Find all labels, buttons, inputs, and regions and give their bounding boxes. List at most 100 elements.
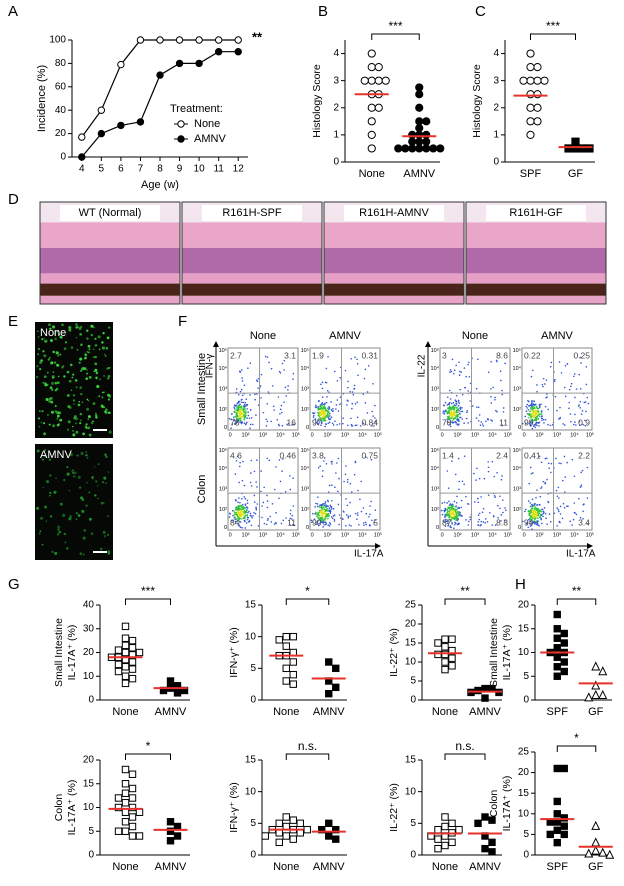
fluorescent-cell <box>47 358 50 361</box>
event-dot <box>474 501 476 503</box>
fluorescent-cell <box>36 375 39 379</box>
y-axis-label: IL-17A⁺ (%) <box>66 780 78 836</box>
event-dot <box>243 404 245 407</box>
event-dot <box>532 472 534 474</box>
fluorescent-cell <box>104 453 107 456</box>
quadrant-value: 0.46 <box>279 450 296 460</box>
data-point <box>415 83 424 92</box>
quadrant-value: 0.41 <box>524 450 541 460</box>
fluorescent-cell <box>96 485 99 487</box>
fluorescent-cell <box>44 455 46 458</box>
event-dot <box>318 514 320 517</box>
event-dot <box>547 423 549 426</box>
event-dot <box>534 513 537 516</box>
event-dot <box>350 417 352 420</box>
event-dot <box>320 383 322 386</box>
y-tick-label: 5 <box>88 826 94 837</box>
group-label: Small Intestine <box>53 618 65 687</box>
fluorescent-cell <box>86 329 89 332</box>
event-dot <box>362 393 365 395</box>
event-dot <box>252 423 254 426</box>
tissue-layer <box>466 295 606 304</box>
event-dot <box>530 518 533 521</box>
event-dot <box>328 484 331 487</box>
event-dot <box>328 408 330 410</box>
event-dot <box>457 399 460 402</box>
event-dot <box>556 495 559 498</box>
event-dot <box>451 523 453 525</box>
event-dot <box>530 509 532 511</box>
event-dot <box>243 515 246 518</box>
event-dot <box>560 462 562 465</box>
event-dot <box>452 406 454 409</box>
event-dot <box>539 503 541 506</box>
event-dot <box>241 377 243 379</box>
event-dot <box>530 507 533 510</box>
data-point <box>121 679 130 688</box>
fluorescent-cell <box>39 360 43 364</box>
fluorescent-cell <box>68 489 71 492</box>
event-dot <box>336 379 339 382</box>
fluorescent-cell <box>66 466 69 469</box>
data-point <box>553 663 561 671</box>
fluorescent-cell <box>101 481 105 484</box>
data-point <box>128 822 137 831</box>
event-dot <box>238 465 241 468</box>
event-dot <box>327 355 329 358</box>
event-dot <box>243 496 246 498</box>
event-dot <box>323 510 326 513</box>
event-dot <box>321 417 324 420</box>
event-dot <box>530 400 533 402</box>
event-dot <box>444 507 447 510</box>
significance-bracket <box>125 753 171 760</box>
fluorescent-cell <box>68 379 72 383</box>
event-dot <box>476 406 478 408</box>
event-dot <box>458 488 460 491</box>
event-dot <box>319 517 321 519</box>
event-dot <box>465 519 467 521</box>
axis-tick-label: 10² <box>242 532 250 538</box>
event-dot <box>244 497 247 500</box>
event-dot <box>235 507 237 509</box>
event-dot <box>457 513 460 515</box>
fluorescent-cell <box>72 399 76 402</box>
event-dot <box>324 504 326 506</box>
event-dot <box>452 408 455 411</box>
axis-tick-label: 10⁴ <box>219 365 228 372</box>
data-point <box>128 813 137 821</box>
y-tick-label: 0 <box>333 157 339 168</box>
image-label: R161H-SPF <box>222 207 282 219</box>
event-dot <box>235 404 238 406</box>
event-dot <box>241 380 244 382</box>
event-dot <box>449 508 452 511</box>
event-dot <box>573 375 575 378</box>
event-dot <box>446 421 449 423</box>
event-dot <box>487 494 490 496</box>
event-dot <box>499 370 502 372</box>
flow-plot <box>309 347 381 431</box>
event-dot <box>330 416 333 418</box>
event-dot <box>528 482 530 485</box>
fluorescent-cell <box>80 496 83 500</box>
event-dot <box>483 477 486 480</box>
label-box <box>486 205 586 221</box>
fluorescent-cell <box>80 451 84 455</box>
event-dot <box>320 507 323 509</box>
data-point <box>296 819 304 828</box>
tissue-layer <box>40 222 180 248</box>
event-dot <box>475 479 477 481</box>
event-dot <box>473 472 475 475</box>
event-dot <box>248 510 250 513</box>
event-dot <box>449 513 452 516</box>
fluorescent-cell <box>66 547 69 550</box>
event-dot <box>345 524 347 527</box>
event-dot <box>331 517 334 520</box>
event-dot <box>495 409 497 412</box>
event-dot <box>485 420 487 423</box>
y-tick-label: 40 <box>83 600 95 611</box>
event-dot <box>279 408 282 411</box>
event-dot <box>323 457 326 459</box>
fluorescent-cell <box>100 404 104 407</box>
data-point <box>560 830 568 839</box>
event-dot <box>337 490 339 493</box>
